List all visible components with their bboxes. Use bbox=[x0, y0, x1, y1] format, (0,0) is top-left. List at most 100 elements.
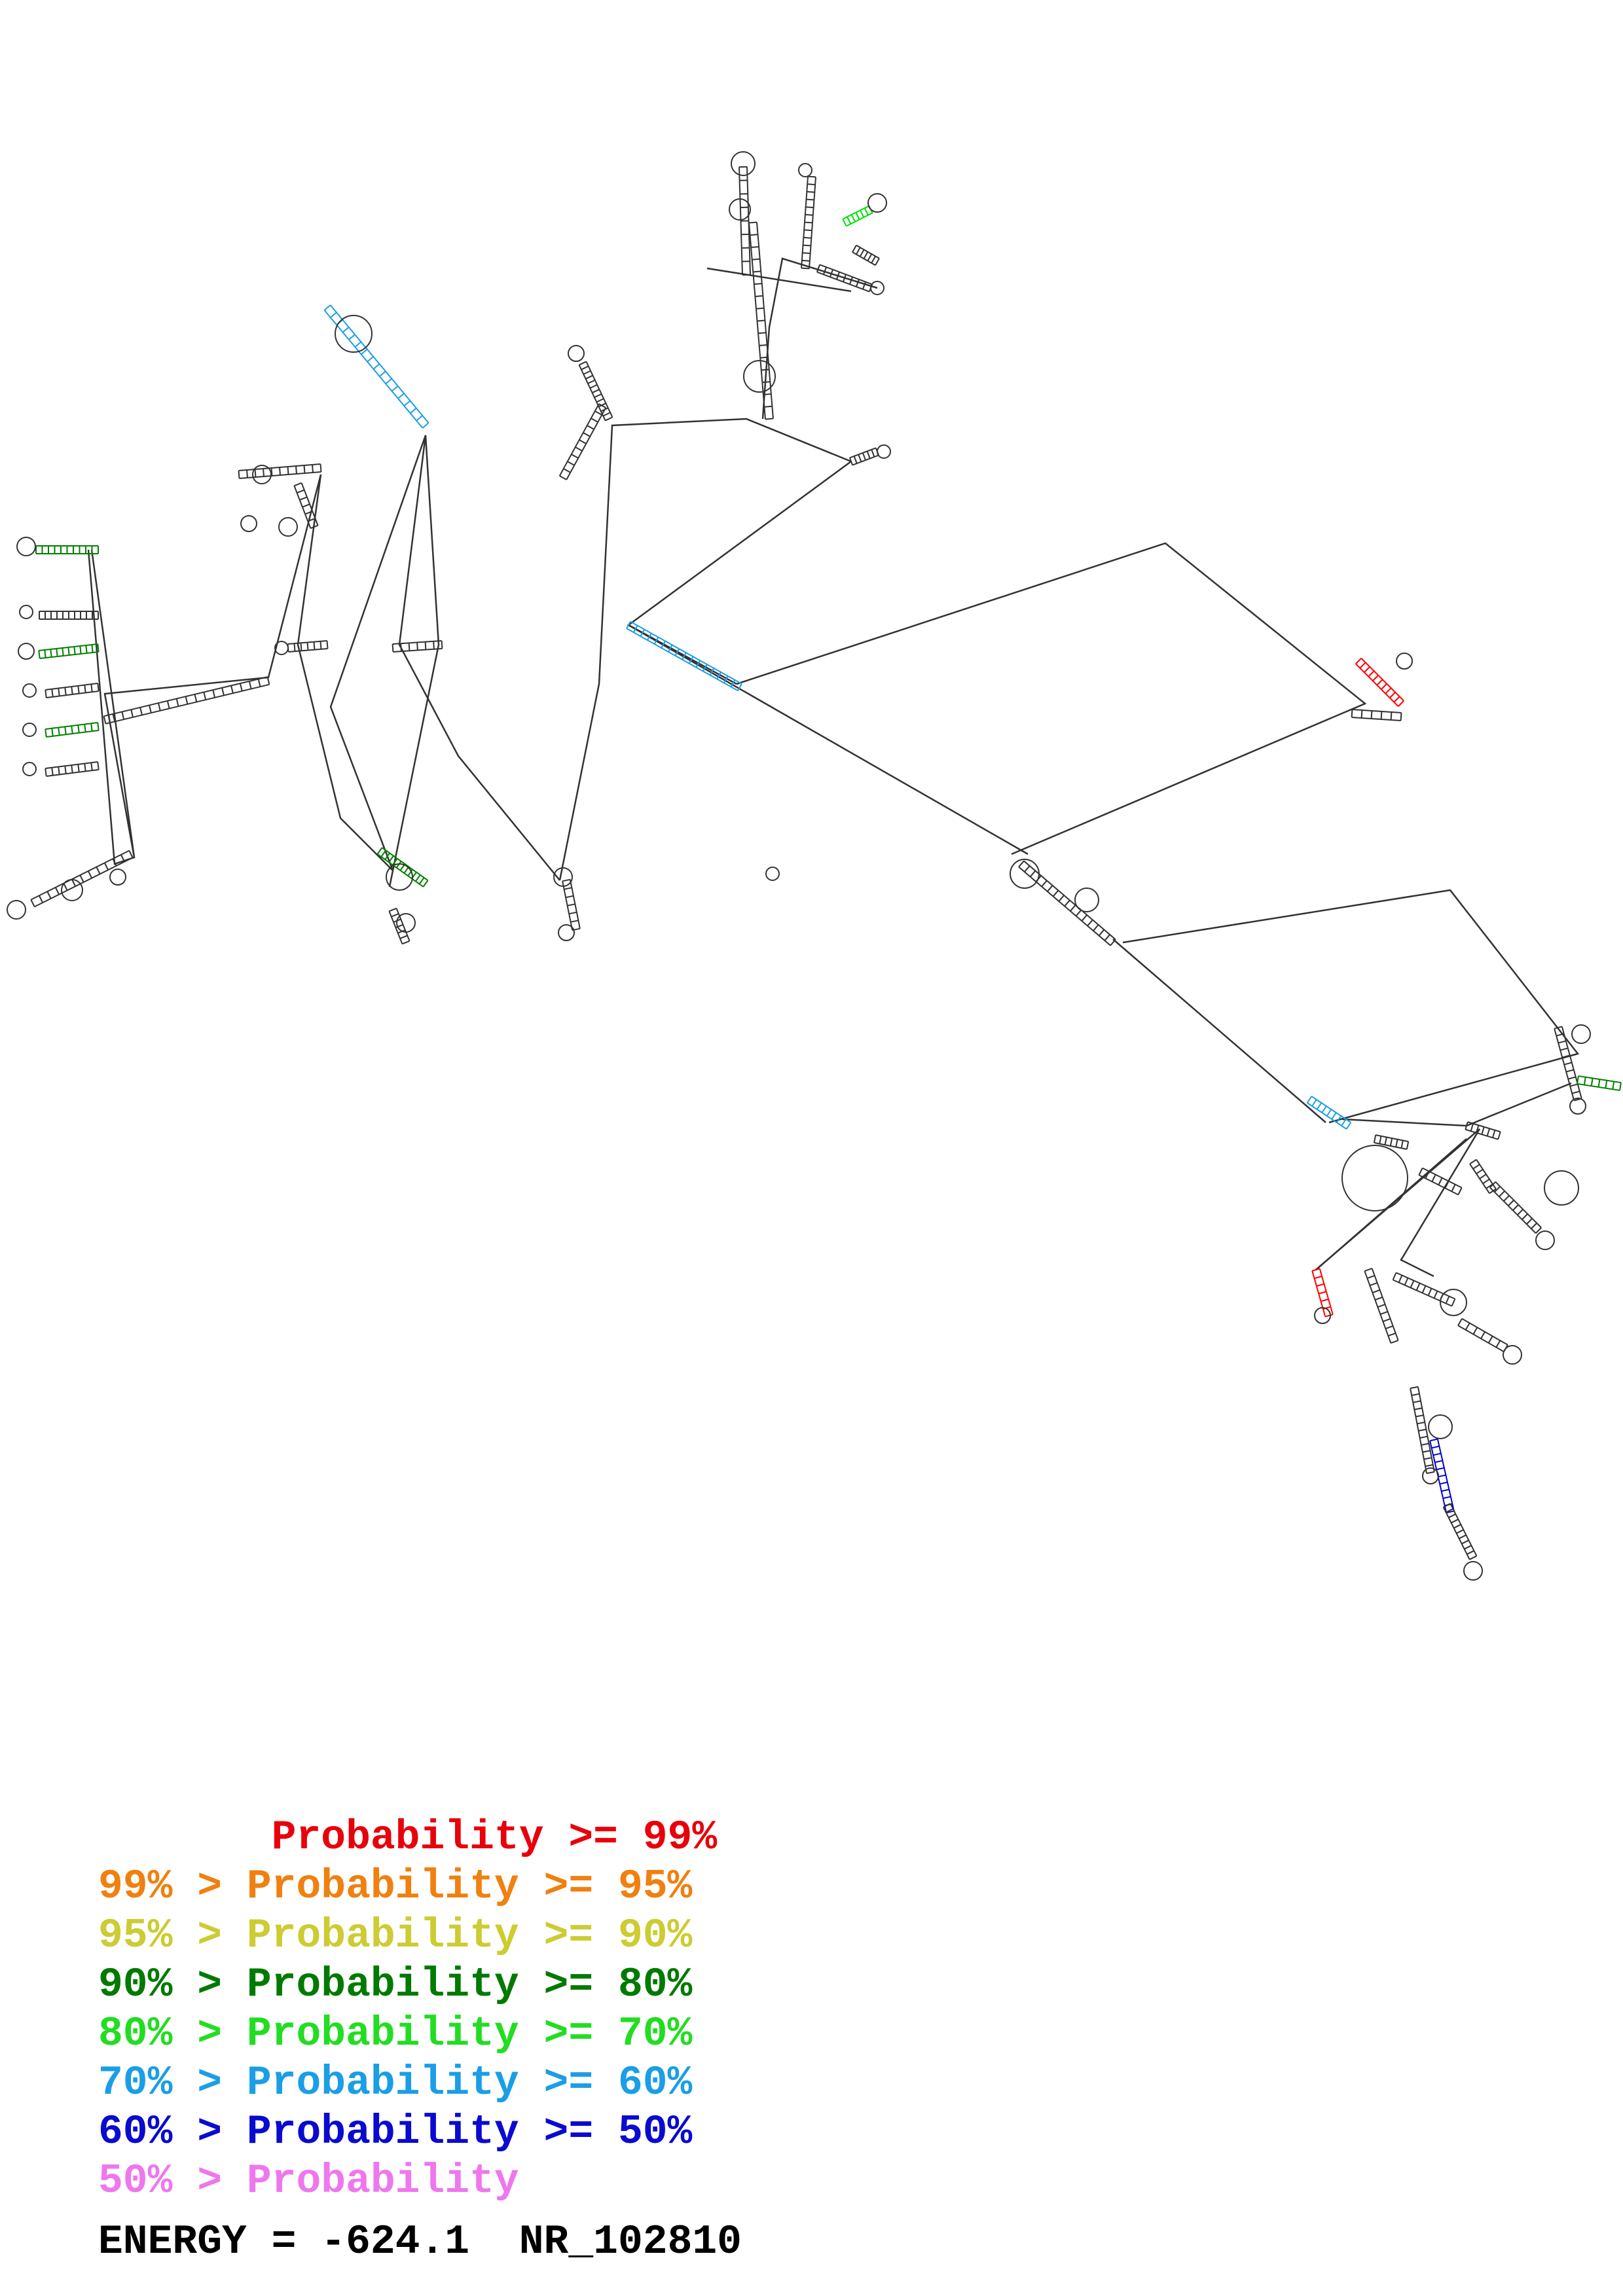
base-pair bbox=[376, 847, 383, 855]
base-pair bbox=[1104, 934, 1110, 941]
base-pair bbox=[58, 688, 60, 696]
stem-strand bbox=[1352, 709, 1402, 714]
backbone-strand bbox=[628, 624, 1029, 855]
base-pair bbox=[373, 363, 380, 370]
base-pair bbox=[1375, 1297, 1383, 1300]
base-pair bbox=[149, 705, 152, 713]
base-pair bbox=[835, 272, 841, 280]
base-pair bbox=[562, 878, 571, 882]
base-pair bbox=[1345, 1122, 1352, 1130]
base-pair bbox=[1383, 1318, 1391, 1322]
base-pair bbox=[756, 307, 764, 310]
base-pair bbox=[1341, 1119, 1347, 1126]
base-pair bbox=[1311, 1099, 1317, 1107]
base-pair bbox=[297, 489, 305, 493]
legend-row: 90% > Probability >= 80% bbox=[98, 1960, 717, 2009]
hairpin-loop bbox=[18, 643, 35, 660]
base-pair bbox=[1565, 1069, 1575, 1073]
base-pair bbox=[1472, 1327, 1478, 1335]
helix-stem bbox=[626, 620, 742, 692]
base-pair bbox=[875, 258, 880, 266]
base-pair bbox=[1432, 1452, 1442, 1456]
base-pair bbox=[254, 469, 257, 478]
base-pair bbox=[750, 234, 758, 236]
hairpin-loop bbox=[1341, 1145, 1408, 1211]
hairpin-loop bbox=[1428, 1414, 1453, 1439]
base-pair bbox=[765, 418, 774, 420]
legend-label: Probability bbox=[246, 1912, 519, 1959]
base-pair bbox=[1429, 1438, 1438, 1442]
base-pair bbox=[175, 698, 179, 707]
base-pair bbox=[1052, 889, 1059, 897]
base-pair bbox=[594, 410, 602, 416]
base-pair bbox=[1619, 1082, 1622, 1091]
base-pair bbox=[596, 398, 604, 403]
base-pair bbox=[564, 887, 572, 890]
base-pair bbox=[632, 625, 638, 633]
base-pair bbox=[403, 400, 411, 406]
hairpin-loops bbox=[7, 151, 1591, 1581]
helix-stem bbox=[1018, 860, 1116, 946]
base-pair bbox=[58, 766, 60, 775]
hairpin-loop bbox=[109, 869, 126, 886]
legend-prefix: 95% > bbox=[98, 1912, 247, 1959]
hairpin-loop bbox=[278, 517, 298, 537]
hairpin-loop bbox=[22, 683, 37, 698]
stem-strand bbox=[756, 222, 774, 419]
base-pair bbox=[559, 475, 567, 480]
legend-suffix: >= 95% bbox=[519, 1863, 693, 1910]
legend-prefix: 60% > bbox=[98, 2109, 247, 2155]
base-pair bbox=[759, 344, 767, 346]
helix-stem bbox=[852, 244, 880, 266]
energy-value: -624.1 bbox=[321, 2219, 470, 2265]
base-pair bbox=[626, 621, 631, 629]
base-pair bbox=[1070, 905, 1076, 912]
base-pair bbox=[1351, 709, 1353, 718]
base-pair bbox=[87, 870, 93, 879]
base-pair bbox=[1503, 1195, 1510, 1202]
base-pair bbox=[1368, 670, 1375, 677]
base-pair bbox=[185, 696, 189, 705]
base-pair bbox=[579, 361, 587, 366]
base-pair bbox=[1422, 1450, 1431, 1453]
base-pair bbox=[395, 924, 403, 929]
base-pair bbox=[121, 711, 125, 720]
base-pair bbox=[391, 386, 399, 392]
hairpin-loop bbox=[731, 151, 756, 176]
base-pair bbox=[112, 713, 116, 722]
base-pair bbox=[1427, 1288, 1432, 1296]
base-pair bbox=[1425, 1171, 1430, 1179]
base-pair bbox=[1556, 1033, 1565, 1037]
hairpin-loop bbox=[16, 537, 36, 556]
base-pair bbox=[79, 645, 82, 655]
base-pair bbox=[1605, 1080, 1608, 1088]
base-pair bbox=[855, 247, 861, 255]
base-pair bbox=[1047, 885, 1053, 892]
base-pair bbox=[410, 407, 417, 414]
base-pair bbox=[1567, 1076, 1577, 1080]
base-pair bbox=[842, 219, 847, 226]
base-pair bbox=[1419, 1435, 1428, 1439]
base-pair bbox=[84, 685, 86, 693]
base-pair bbox=[46, 891, 52, 899]
base-pair bbox=[567, 461, 575, 466]
base-pair bbox=[702, 664, 708, 672]
hairpin-loop bbox=[870, 281, 884, 295]
base-pair bbox=[1431, 1445, 1440, 1449]
base-pair bbox=[402, 940, 410, 945]
base-pair bbox=[855, 212, 860, 220]
base-pair bbox=[1359, 662, 1366, 669]
backbone-strand bbox=[398, 435, 560, 881]
base-pair bbox=[1367, 1275, 1375, 1279]
energy-spacer bbox=[469, 2219, 519, 2265]
base-pair bbox=[422, 422, 429, 429]
backbone-lines bbox=[87, 257, 1580, 1278]
helix-stem bbox=[323, 304, 429, 429]
base-pair bbox=[433, 641, 435, 649]
helix-stems bbox=[30, 166, 1622, 1560]
helix-stem bbox=[1577, 1075, 1622, 1091]
base-pair bbox=[1316, 1102, 1322, 1110]
base-pair bbox=[1018, 860, 1025, 868]
base-pair bbox=[67, 647, 70, 656]
backbone-strand bbox=[1122, 889, 1580, 1124]
